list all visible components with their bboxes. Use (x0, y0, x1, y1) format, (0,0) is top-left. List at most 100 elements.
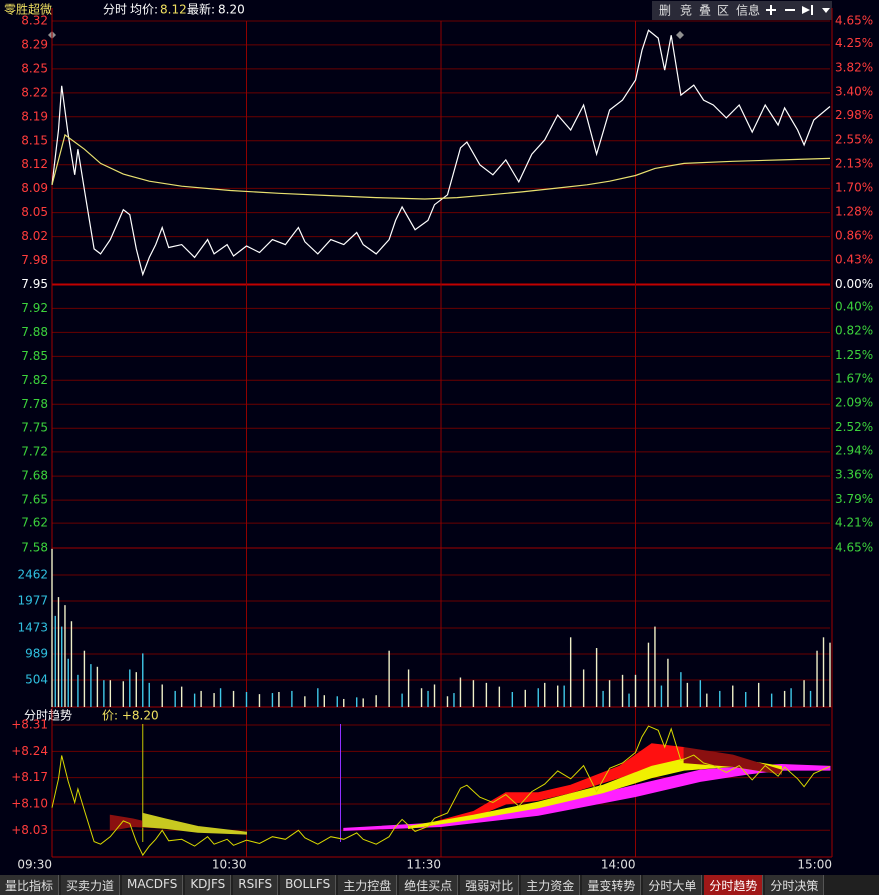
last-value: 8.20 (218, 3, 245, 17)
marks (51, 29, 831, 857)
volume-bar (109, 680, 112, 707)
marker-diamond (676, 31, 684, 39)
tab[interactable]: 主力资金 (521, 875, 581, 895)
y-tick-label: +8.03 (11, 823, 48, 837)
volume-bar (161, 684, 163, 707)
volume-bar (258, 694, 261, 707)
volume-bar (291, 690, 293, 707)
tab[interactable]: 绝佳买点 (399, 875, 459, 895)
y-tick-label: 8.12 (21, 157, 48, 171)
tab[interactable]: BOLLFS (280, 875, 337, 895)
tab[interactable]: 量比指标 (0, 875, 60, 895)
y2-tick-label: 2.13% (835, 156, 873, 170)
tab[interactable]: 强弱对比 (460, 875, 520, 895)
volume-bar (557, 685, 559, 707)
avg-value: 8.12 (160, 3, 187, 17)
volume-bar (61, 626, 63, 707)
volume-bar (122, 681, 125, 707)
toolbar-button[interactable]: 区 (717, 4, 729, 18)
y2-tick-label: 3.82% (835, 61, 873, 75)
volume-bar (757, 682, 760, 707)
x-tick-label: 11:30 (406, 858, 441, 872)
y2-tick-label: 1.67% (835, 372, 873, 386)
y-tick-label: 8.25 (21, 61, 48, 75)
toolbar-button[interactable]: 竞 (680, 4, 692, 18)
toolbar-button[interactable]: 信息 (736, 3, 760, 18)
volume-bar (745, 691, 747, 707)
volume-bar (51, 548, 53, 707)
tab[interactable]: KDJFS (185, 875, 232, 895)
tab[interactable]: 量变转势 (582, 875, 642, 895)
volume-bar (245, 691, 248, 707)
y-tick-label: 7.92 (21, 301, 48, 315)
volume-bar (809, 690, 812, 707)
volume-bar (719, 690, 721, 707)
y-tick-label: +8.17 (11, 770, 48, 784)
tab[interactable]: 分时决策 (765, 875, 825, 895)
volume-bar (582, 669, 585, 707)
toolbar-bg (652, 1, 832, 20)
volume-bar (77, 674, 79, 707)
volume-bar (64, 605, 66, 707)
volume-bar (433, 684, 436, 707)
x-tick-label: 09:30 (17, 858, 52, 872)
y2-tick-label: 2.55% (835, 133, 873, 147)
y2-tick-label: 1.70% (835, 181, 873, 195)
volume-bar (200, 690, 202, 707)
toolbar-button[interactable]: 删 (659, 4, 671, 18)
volume-bar (647, 642, 650, 707)
volume-bar (667, 658, 669, 707)
volume-bar (699, 680, 702, 707)
y-tick-label: 2462 (17, 568, 48, 582)
volume-bar (453, 693, 455, 707)
volume-bar (680, 672, 682, 707)
tab[interactable]: 主力控盘 (338, 875, 398, 895)
volume-bar (103, 680, 105, 707)
y-tick-label: 7.72 (21, 444, 48, 458)
volume-bar (388, 650, 390, 707)
volume-bar (628, 693, 630, 707)
volume-bar (803, 680, 805, 707)
volume-bar (271, 693, 274, 707)
volume-bar (343, 698, 345, 707)
tab[interactable]: MACDFS (122, 875, 184, 895)
volume-bar (511, 691, 514, 707)
x-tick-label: 14:00 (601, 858, 636, 872)
y2-tick-label: 0.40% (835, 300, 873, 314)
tab[interactable]: 分时趋势 (704, 875, 764, 895)
volume-bar (537, 688, 539, 707)
volume-bar (790, 688, 792, 707)
volume-bar (336, 696, 338, 707)
y-tick-label: 7.88 (21, 325, 48, 339)
y-tick-label: 8.29 (21, 37, 48, 51)
volume-bar (304, 696, 306, 707)
volume-bar (770, 693, 773, 707)
toolbar-button[interactable]: 叠 (699, 4, 711, 18)
y-tick-label: 7.68 (21, 469, 48, 483)
volume-bar (420, 688, 423, 707)
volume-bar (660, 685, 663, 707)
volume-bar (232, 690, 235, 707)
volume-bar (608, 680, 611, 707)
y-tick-label: 504 (25, 672, 48, 686)
volume-bar (427, 690, 429, 707)
volume-bar (485, 682, 488, 707)
volume-bar (219, 688, 222, 707)
volume-bar (174, 690, 176, 707)
y-tick-label: 8.19 (21, 109, 48, 123)
tab[interactable]: 买卖力道 (61, 875, 121, 895)
y-tick-label: 7.58 (21, 541, 48, 555)
volume-bar (356, 697, 358, 707)
y-tick-label: 7.75 (21, 421, 48, 435)
tab-bar: 量比指标 买卖力道 MACDFS KDJFS RSIFS BOLLFS 主力控盘 绝佳买点 强弱… (0, 875, 879, 895)
volume-bar (446, 696, 449, 707)
x-tick-label: 15:00 (797, 858, 832, 872)
y2-tick-label: 2.94% (835, 444, 873, 458)
volume-bar (129, 669, 131, 707)
last-label: 最新: (187, 2, 215, 17)
volume-bar (135, 672, 137, 707)
tab[interactable]: 分时大单 (643, 875, 703, 895)
tab[interactable]: RSIFS (233, 875, 279, 895)
y2-tick-label: 4.65% (835, 14, 873, 28)
y-tick-label: 1473 (17, 621, 48, 635)
